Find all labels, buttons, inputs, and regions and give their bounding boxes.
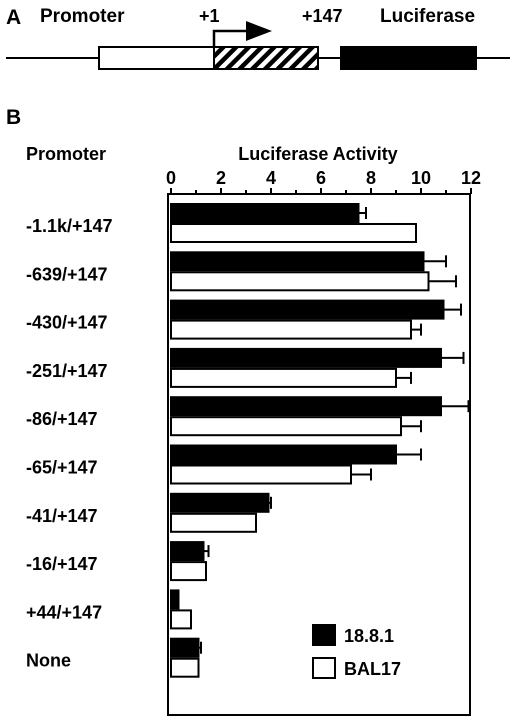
x-axis-title: Luciferase Activity [238, 144, 397, 164]
legend-label: 18.8.1 [344, 626, 394, 646]
promoter-box [98, 46, 215, 70]
category-label: -86/+147 [26, 409, 98, 429]
bar-18-8-1 [170, 541, 205, 562]
x-tick-label: 6 [316, 168, 326, 188]
bar-bal17 [170, 367, 397, 388]
panel-a-label: A [6, 6, 21, 29]
category-label: -1.1k/+147 [26, 216, 113, 236]
category-label: -41/+147 [26, 506, 98, 526]
category-label: -430/+147 [26, 313, 108, 333]
transcription-arrow-icon [246, 21, 272, 41]
promoter-label: Promoter [40, 6, 125, 27]
plot-frame [167, 193, 471, 716]
category-label: -639/+147 [26, 264, 108, 284]
category-label: None [26, 651, 71, 671]
bar-bal17 [170, 609, 192, 630]
legend-label: BAL17 [344, 659, 401, 679]
x-axis: 0 2 4 6 8 10 12 [166, 168, 481, 194]
x-tick-label: 12 [461, 168, 481, 188]
panel-b: B Promoter Luciferase Activity 0 2 4 6 8 10 12… [6, 106, 481, 716]
x-tick-label: 0 [166, 168, 176, 188]
panel-b-label: B [6, 106, 21, 129]
x-tick-label: 8 [366, 168, 376, 188]
legend-swatch [312, 657, 336, 679]
bar-bal17 [170, 223, 417, 243]
legend: 18.8.1 BAL17 [312, 624, 401, 679]
bar-bal17 [170, 271, 430, 292]
bar-bal17 [170, 416, 402, 437]
x-tick-label: 4 [266, 168, 276, 188]
x-tick-label: 10 [411, 168, 431, 188]
bar-18-8-1 [170, 347, 442, 368]
bar-18-8-1 [170, 444, 397, 465]
transcription-start-line [212, 29, 250, 47]
luciferase-label: Luciferase [380, 6, 475, 27]
start-position-label: +1 [199, 6, 220, 26]
bar-18-8-1 [170, 396, 442, 417]
category-label: -16/+147 [26, 554, 98, 574]
luciferase-box [340, 46, 477, 70]
bar-bal17 [170, 512, 257, 533]
bar-bal17 [170, 319, 412, 340]
bar-bal17 [170, 657, 200, 678]
transcribed-region-box [213, 46, 319, 70]
category-label: -65/+147 [26, 458, 98, 478]
bar-18-8-1 [170, 637, 200, 658]
bar-18-8-1 [170, 299, 445, 320]
bar-18-8-1 [170, 589, 180, 610]
bar-18-8-1 [170, 251, 425, 272]
bar-bal17 [170, 561, 207, 582]
bar-18-8-1 [170, 492, 270, 513]
category-label: -251/+147 [26, 361, 108, 381]
bar-bal17 [170, 464, 352, 485]
bar-18-8-1 [170, 203, 360, 223]
end-position-label: +147 [302, 6, 343, 26]
category-label: +44/+147 [26, 602, 102, 622]
legend-swatch [312, 624, 336, 646]
category-labels: -1.1k/+147 -639/+147 -430/+147 -251/+147 -86… [26, 216, 113, 671]
bars [170, 203, 470, 678]
panel-a: A Promoter +1 +147 Luciferase [6, 6, 510, 70]
x-tick-label: 2 [216, 168, 226, 188]
row-header: Promoter [26, 144, 106, 164]
